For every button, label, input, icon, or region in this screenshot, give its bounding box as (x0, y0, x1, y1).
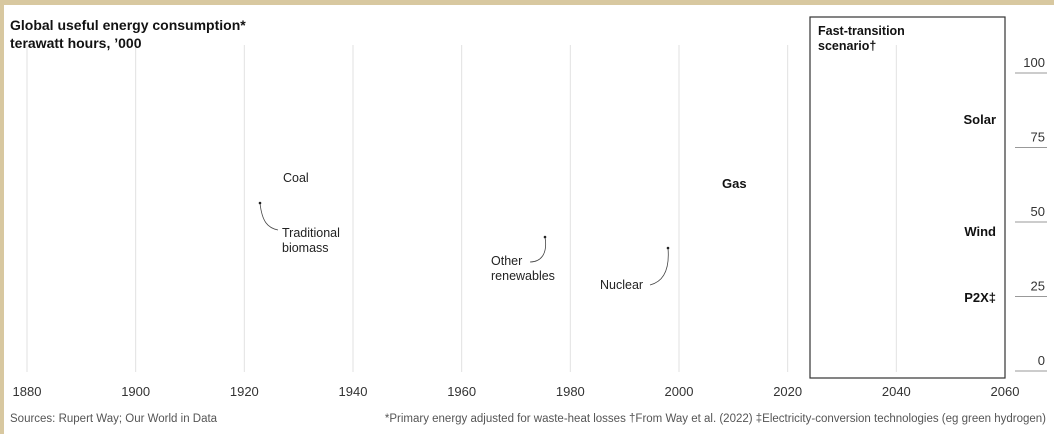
leader-biomass (259, 202, 279, 231)
y-axis: 0 25 50 75 100 (1015, 55, 1047, 372)
label-gas: Gas (722, 176, 747, 191)
label-coal-early: Coal (283, 171, 309, 185)
y-tick-100: 100 (1023, 55, 1045, 70)
x-tick-1880: 1880 (13, 384, 42, 399)
gridlines (26, 45, 1006, 372)
sources-note: Sources: Rupert Way; Our World in Data (10, 413, 218, 425)
y-tick-75: 75 (1031, 130, 1045, 145)
x-tick-2040: 2040 (882, 384, 911, 399)
label-other-renewables-2: renewables (491, 269, 555, 283)
leader-dot-biomass (258, 201, 262, 205)
y-tick-0: 0 (1038, 353, 1045, 368)
scenario-label-2: scenario† (818, 39, 876, 53)
x-tick-1980: 1980 (556, 384, 585, 399)
label-nuclear: Nuclear (600, 278, 643, 292)
label-biomass-1: Traditional (282, 226, 340, 240)
y-tick-50: 50 (1031, 204, 1045, 219)
label-solar: Solar (963, 112, 996, 127)
scenario-label: Fast-transition (818, 24, 905, 38)
y-tick-25: 25 (1031, 279, 1045, 294)
footnotes: *Primary energy adjusted for waste-heat … (385, 413, 1046, 425)
chart-title: Global useful energy consumption* (10, 17, 246, 33)
label-p2x: P2X‡ (964, 290, 996, 305)
x-tick-1900: 1900 (121, 384, 150, 399)
scenario-box (809, 16, 1006, 379)
leader-dot-other-renewables (543, 235, 547, 239)
leader-nuclear (649, 247, 669, 286)
label-oil: Oil (727, 220, 744, 235)
x-tick-2020: 2020 (773, 384, 802, 399)
x-tick-1940: 1940 (339, 384, 368, 399)
label-other-renewables-1: Other (491, 254, 522, 268)
x-tick-2000: 2000 (665, 384, 694, 399)
x-axis: 1880 1900 1920 1940 1960 1980 2000 2020 2040 2060 (13, 384, 1020, 399)
leader-other-renewables (529, 236, 547, 263)
label-coal: Coal (718, 125, 746, 140)
x-tick-2060: 2060 (991, 384, 1020, 399)
leader-dot-nuclear (666, 246, 670, 250)
label-biomass-2: biomass (282, 241, 329, 255)
x-tick-1920: 1920 (230, 384, 259, 399)
x-tick-1960: 1960 (447, 384, 476, 399)
chart-subtitle: terawatt hours, ’000 (10, 35, 142, 51)
label-wind: Wind (964, 224, 996, 239)
